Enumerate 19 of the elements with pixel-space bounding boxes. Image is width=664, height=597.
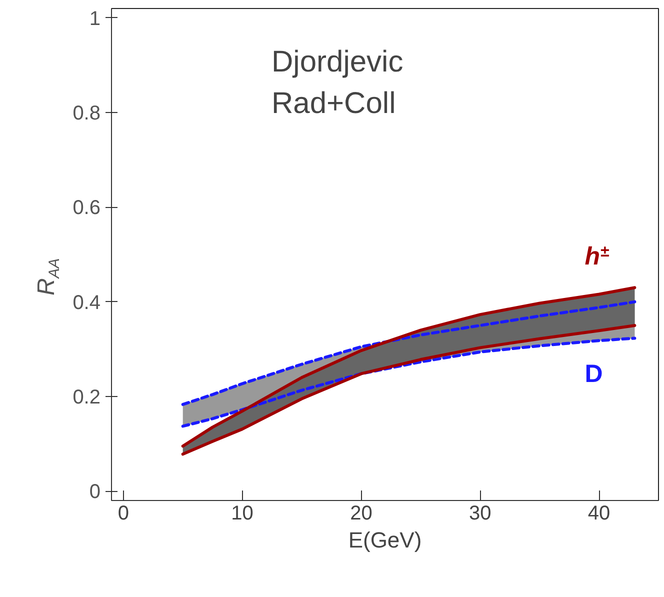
y-tick-label: 0.8 xyxy=(72,102,101,125)
x-axis-title: E(GeV) xyxy=(348,528,422,552)
y-tick-label: 1 xyxy=(89,8,100,30)
y-axis-title: RAA xyxy=(33,258,63,296)
x-tick-label: 30 xyxy=(469,502,492,524)
annotation: Djordjevic Rad+Coll xyxy=(272,46,404,120)
y-tick-label: 0.4 xyxy=(72,292,101,314)
y-tick-label: 0.2 xyxy=(72,386,101,408)
x-tick-label: 40 xyxy=(588,502,610,524)
line-series xyxy=(181,324,636,456)
series-label: D xyxy=(584,360,603,388)
y-tick-label: 0 xyxy=(89,481,100,504)
line-series xyxy=(181,300,636,406)
x-tick-label: 0 xyxy=(118,502,129,524)
y-tick-label: 0.6 xyxy=(72,197,101,220)
x-tick-label: 10 xyxy=(231,502,254,524)
series-label: h± xyxy=(584,242,610,271)
line-series xyxy=(181,336,636,428)
x-tick-label: 20 xyxy=(350,502,372,524)
